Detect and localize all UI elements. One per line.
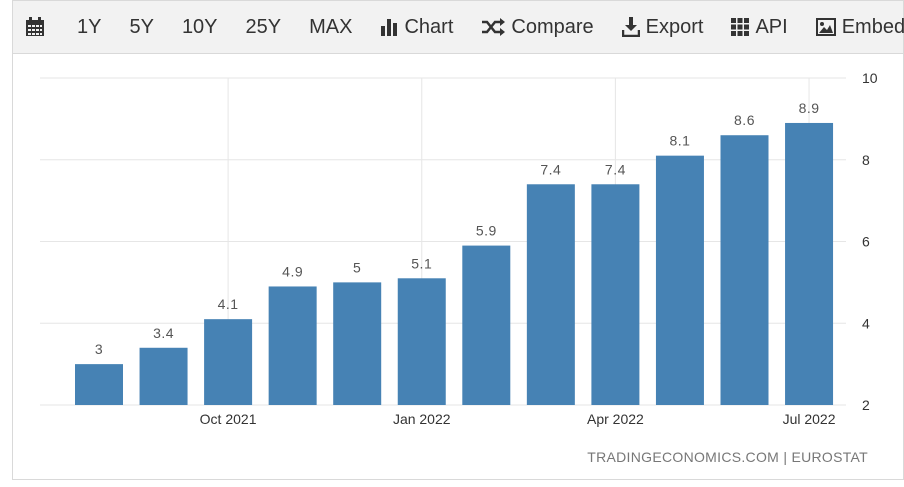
api-button-label: API (755, 15, 788, 38)
bar-value-label: 4.1 (218, 296, 239, 312)
range-max-button[interactable]: MAX (309, 16, 352, 39)
bar-value-label: 7.4 (605, 161, 626, 177)
y-tick-label: 8 (862, 152, 870, 168)
source-attribution[interactable]: TRADINGECONOMICS.COM | EUROSTAT (587, 449, 868, 465)
range-max-label: MAX (309, 15, 353, 38)
bar-value-label: 5 (353, 259, 361, 275)
grid-icon (731, 18, 750, 36)
bar (655, 155, 704, 405)
chart-button[interactable]: Chart (380, 16, 453, 39)
toolbar: 1Y 5Y 10Y 25Y MAX Chart Compare Export (12, 0, 904, 54)
range-10y-button[interactable]: 10Y (182, 16, 218, 39)
shuffle-icon (482, 18, 506, 36)
x-tick-label: Jan 2022 (393, 411, 451, 427)
chart-area: 2 4 6 8 10 Oct 2021 Jan 2022 Apr 2022 Jul 2022 3 3… (0, 54, 904, 482)
bar (139, 347, 188, 405)
chart-button-label: Chart (404, 15, 454, 38)
bar (204, 319, 253, 405)
embed-button-label: Embed (841, 15, 904, 38)
y-tick-label: 6 (862, 234, 870, 250)
bar-value-label: 8.9 (799, 100, 820, 116)
bar (268, 286, 317, 405)
range-10y-label: 10Y (181, 15, 218, 38)
compare-button-label: Compare (511, 15, 594, 38)
bar (397, 278, 446, 405)
bar (75, 364, 123, 405)
bar-value-label: 5.1 (411, 255, 432, 271)
bar-value-label: 8.1 (669, 133, 690, 149)
y-tick-label: 4 (862, 315, 870, 331)
export-button-label: Export (645, 15, 704, 38)
bar-value-label: 3 (95, 341, 103, 357)
bar-chart-icon (381, 19, 398, 36)
x-tick-label: Oct 2021 (200, 411, 257, 427)
range-5y-button[interactable]: 5Y (129, 16, 153, 39)
image-icon (815, 18, 836, 36)
y-tick-label: 2 (862, 397, 870, 413)
bar-value-label: 5.9 (476, 223, 497, 239)
download-icon (621, 17, 640, 37)
bar-value-label: 4.9 (282, 263, 303, 279)
calendar-icon[interactable] (25, 17, 51, 37)
export-button[interactable]: Export (621, 15, 704, 39)
range-25y-label: 25Y (245, 15, 282, 38)
range-1y-label: 1Y (77, 15, 102, 38)
bar-value-label: 3.4 (153, 325, 174, 341)
bar (720, 135, 769, 405)
range-1y-button[interactable]: 1Y (77, 16, 101, 39)
bar-value-label: 7.4 (540, 161, 561, 177)
bar (462, 245, 511, 405)
y-tick-label: 10 (862, 70, 878, 86)
embed-button[interactable]: Embed (815, 15, 904, 39)
bar-value-label: 8.6 (734, 112, 755, 128)
api-button[interactable]: API (731, 15, 788, 39)
bar (333, 282, 382, 405)
bar (591, 184, 640, 405)
bar-chart: 2 4 6 8 10 Oct 2021 Jan 2022 Apr 2022 Jul 2022 3 3… (40, 70, 878, 427)
bar (785, 122, 834, 406)
range-25y-button[interactable]: 25Y (246, 16, 282, 39)
bar (526, 184, 575, 405)
x-tick-label: Apr 2022 (587, 411, 644, 427)
compare-button[interactable]: Compare (481, 15, 594, 39)
range-5y-label: 5Y (129, 15, 154, 38)
x-tick-label: Jul 2022 (783, 411, 836, 427)
